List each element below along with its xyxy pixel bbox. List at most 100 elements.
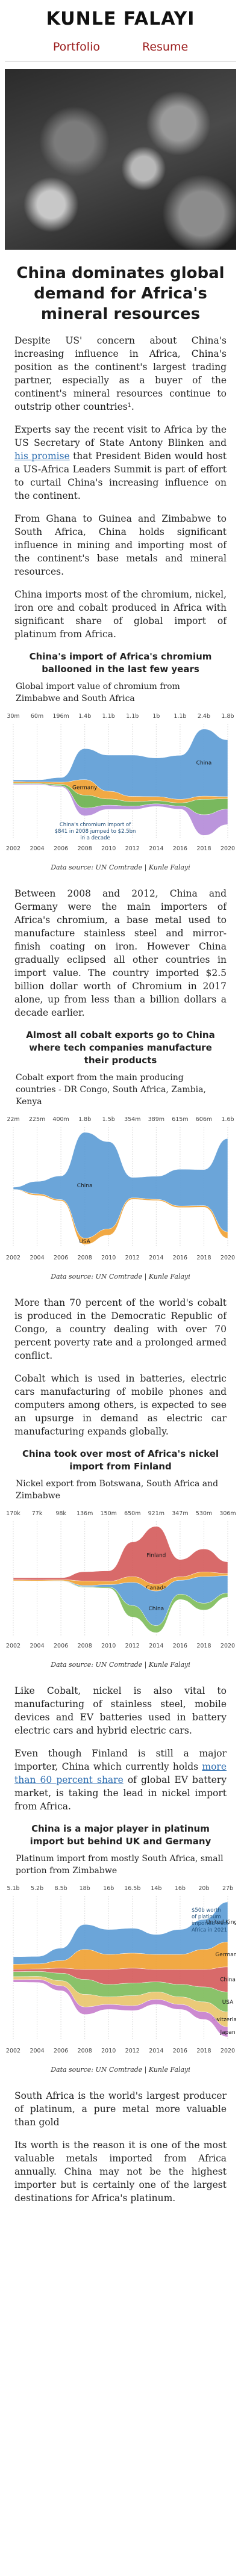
site-nav: Portfolio Resume: [0, 40, 241, 61]
total-label: 1.5b: [102, 1116, 115, 1123]
x-tick-label: 2010: [101, 2048, 116, 2054]
series-label: China: [77, 1183, 93, 1189]
total-label: 650m: [124, 1510, 140, 1517]
paragraph-9: Even though Finland is still a major imp…: [14, 1747, 227, 1813]
total-label: 16b: [103, 1885, 114, 1892]
total-label: 1.6b: [221, 1116, 234, 1123]
x-tick-label: 2002: [6, 845, 20, 852]
site-title[interactable]: KUNLE FALAYI: [46, 8, 195, 29]
total-label: 30m: [7, 713, 19, 720]
chart-subtitle: Platinum import from mostly South Africa…: [16, 1854, 224, 1876]
paragraph-7: Cobalt which is used in batteries, elect…: [14, 1373, 227, 1437]
total-label: 150m: [101, 1510, 117, 1517]
chart-annotation: imported from: [192, 1921, 228, 1927]
site-header: KUNLE FALAYI Portfolio Resume: [0, 0, 241, 61]
x-tick-label: 2012: [125, 845, 140, 852]
total-label: 1.1b: [174, 713, 186, 720]
x-tick-label: 2012: [125, 2048, 140, 2054]
chart-nickel: China took over most of Africa's nickel …: [5, 1448, 236, 1669]
nav-portfolio-link[interactable]: Portfolio: [52, 40, 100, 54]
total-label: 389m: [148, 1116, 164, 1123]
series-area-china[interactable]: [13, 1132, 228, 1239]
chart-annotation: of platinum: [192, 1914, 221, 1920]
total-label: 136m: [77, 1510, 93, 1517]
series-label: Germany: [72, 785, 98, 791]
series-label: USA: [222, 2000, 234, 2006]
total-label: 921m: [148, 1510, 164, 1517]
chart-annotation: in a decade: [80, 835, 110, 841]
chart-source: Data source: UN Comtrade | Kunle Falayi: [51, 1661, 190, 1669]
x-tick-label: 2002: [6, 2048, 20, 2054]
total-label: 98k: [55, 1510, 66, 1517]
chromium-streamgraph: 30m 2002 60m 2004 196m 2006 1.4b 2008 1.1b 2010 1.…: [6, 713, 235, 852]
chart-subtitle: Global import value of chromium from Zim…: [16, 682, 180, 703]
chart-title: China is a major player in platinum impo…: [30, 1823, 211, 1847]
series-label: Finland: [146, 1553, 166, 1559]
x-tick-label: 2006: [54, 1643, 68, 1649]
chart-subtitle: Nickel export from Botswana, South Afric…: [16, 1479, 219, 1501]
x-tick-label: 2018: [196, 845, 211, 852]
total-label: 16b: [175, 1885, 186, 1892]
promise-link[interactable]: his promise: [14, 451, 70, 462]
series-area-unnamed-3[interactable]: [13, 783, 228, 836]
x-tick-label: 2016: [173, 845, 187, 852]
chart-title: China's import of Africa's chromium ball…: [29, 651, 212, 675]
article-headline: China dominates global demand for Africa…: [16, 264, 225, 323]
chart-title: China took over most of Africa's nickel …: [22, 1448, 219, 1472]
series-label: China: [196, 760, 212, 766]
x-tick-label: 2018: [196, 1255, 211, 1261]
hero-image-minerals: [5, 69, 236, 250]
series-area-japan[interactable]: [13, 1979, 228, 2037]
x-tick-label: 2002: [6, 1643, 20, 1649]
x-tick-label: 2014: [149, 1643, 163, 1649]
chart-source: Data source: UN Comtrade | Kunle Falayi: [51, 863, 190, 871]
series-label: Germany: [215, 1952, 236, 1958]
chart-platinum: China is a major player in platinum impo…: [5, 1823, 241, 2074]
total-label: 225m: [29, 1116, 45, 1123]
p9-text-post: of global EV battery market, is taking t…: [14, 1774, 227, 1812]
chart-annotation: $50b worth: [192, 1907, 221, 1913]
paragraph-5: Between 2008 and 2012, China and Germany…: [14, 888, 227, 1018]
x-tick-label: 2018: [196, 2048, 211, 2054]
series-label: Japan: [219, 2030, 235, 2036]
x-tick-label: 2006: [54, 845, 68, 852]
platinum-streamgraph: 5.1b 2002 5.2b 2004 8.5b 2006 18b 2008 16b 2010 16…: [6, 1885, 241, 2054]
paragraph-6: More than 70 percent of the world's coba…: [14, 1297, 227, 1361]
x-tick-label: 2016: [173, 2048, 187, 2054]
x-tick-label: 2004: [30, 2048, 44, 2054]
x-tick-label: 2006: [54, 2048, 68, 2054]
chart-source: Data source: UN Comtrade | Kunle Falayi: [51, 1273, 190, 1280]
ev-share-link[interactable]: more than 60 percent share: [14, 1761, 227, 1785]
total-label: 77k: [32, 1510, 43, 1517]
chart-cobalt: Almost all cobalt exports go to China wh…: [5, 1029, 236, 1280]
chart-title: Almost all cobalt exports go to China wh…: [26, 1030, 215, 1066]
x-tick-label: 2002: [6, 1255, 20, 1261]
total-label: 5.2b: [31, 1885, 43, 1892]
total-label: 1.1b: [102, 713, 115, 720]
series-label: Switzerland: [212, 2017, 236, 2023]
chart-annotation: China's chromium import of: [60, 822, 131, 828]
total-label: 615m: [172, 1116, 188, 1123]
paragraph-4: China imports most of the chromium, nick…: [14, 589, 227, 640]
total-label: 14b: [151, 1885, 161, 1892]
series-label: China: [148, 1606, 164, 1612]
total-label: 1.1b: [126, 713, 139, 720]
nav-resume-link[interactable]: Resume: [142, 40, 189, 54]
total-label: 606m: [196, 1116, 212, 1123]
series-area-unnamed-3[interactable]: [13, 1581, 228, 1633]
x-tick-label: 2012: [125, 1643, 140, 1649]
chart-source: Data source: UN Comtrade | Kunle Falayi: [51, 2066, 190, 2074]
paragraph-1: Despite US' concern about China's increa…: [14, 335, 227, 412]
series-label: Canada: [146, 1585, 166, 1591]
x-tick-label: 2008: [78, 845, 92, 852]
series-area-usa[interactable]: [13, 1189, 228, 1245]
p2-text-pre: Experts say the recent visit to Africa b…: [14, 424, 227, 448]
x-tick-label: 2010: [101, 845, 116, 852]
total-label: 354m: [124, 1116, 140, 1123]
nickel-streamgraph: 170k 2002 77k 2004 98k 2006 136m 2008 150m 2010 65…: [6, 1510, 236, 1649]
x-tick-label: 2020: [221, 1643, 235, 1649]
x-tick-label: 2012: [125, 1255, 140, 1261]
paragraph-11: Its worth is the reason it is one of the…: [14, 2140, 227, 2204]
x-tick-label: 2020: [221, 1255, 235, 1261]
total-label: 2.4b: [198, 713, 210, 720]
